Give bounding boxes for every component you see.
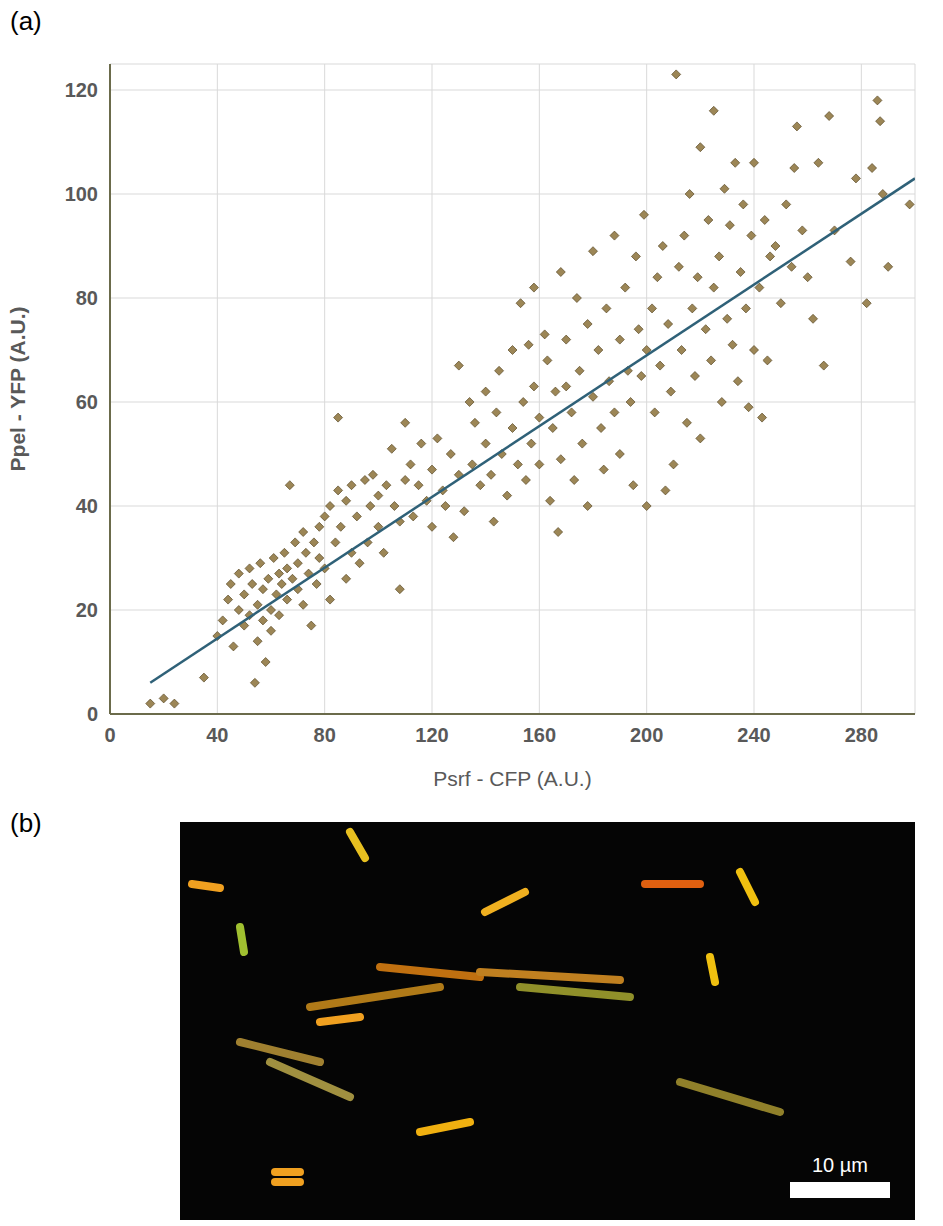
svg-text:100: 100 (65, 183, 98, 205)
html-text:(a): (a) (10, 6, 42, 36)
svg-text:40: 40 (76, 495, 98, 517)
svg-text:10 µm: 10 µm (812, 1154, 868, 1176)
svg-text:120: 120 (415, 724, 448, 746)
html-text:(b): (b) (10, 808, 42, 838)
svg-text:200: 200 (630, 724, 663, 746)
svg-text:240: 240 (737, 724, 770, 746)
svg-text:60: 60 (76, 391, 98, 413)
svg-text:280: 280 (845, 724, 878, 746)
svg-text:20: 20 (76, 599, 98, 621)
svg-text:0: 0 (87, 703, 98, 725)
svg-text:120: 120 (65, 79, 98, 101)
svg-text:0: 0 (104, 724, 115, 746)
svg-text:160: 160 (523, 724, 556, 746)
svg-text:Ppel - YFP (A.U.): Ppel - YFP (A.U.) (6, 307, 29, 472)
svg-text:80: 80 (314, 724, 336, 746)
svg-text:Psrf - CFP (A.U.): Psrf - CFP (A.U.) (433, 767, 591, 790)
svg-text:80: 80 (76, 287, 98, 309)
svg-text:40: 40 (206, 724, 228, 746)
